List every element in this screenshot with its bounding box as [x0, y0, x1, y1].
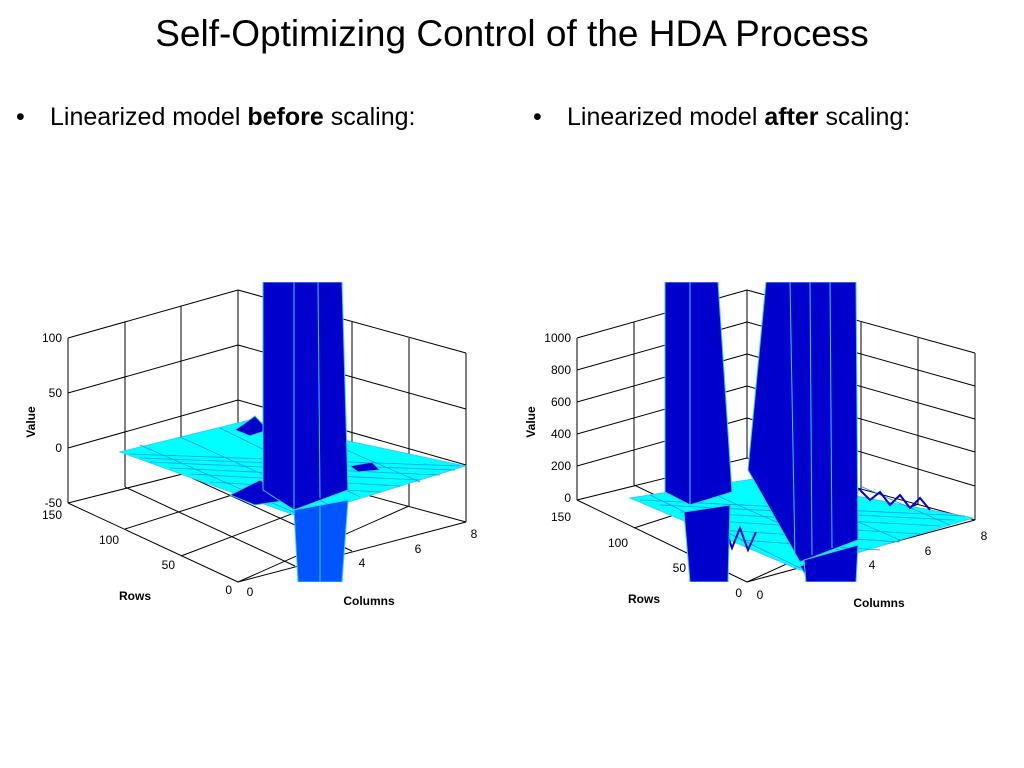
y-tick-labels: 150 100 50 0 [42, 508, 232, 597]
x-tick: 4 [869, 558, 876, 572]
bullet-dot: • [533, 103, 542, 131]
bullet-text: Linearized model [50, 103, 248, 131]
surface-mesh [628, 282, 974, 582]
z-tick: -50 [45, 496, 63, 510]
bullet-before-scaling: • Linearized model before scaling: [16, 101, 415, 133]
bullet-text: Linearized model [567, 103, 765, 131]
y-tick: 150 [551, 510, 571, 524]
z-tick: 0 [564, 491, 571, 505]
y-tick: 50 [673, 561, 687, 575]
y-tick: 150 [42, 508, 62, 522]
y-tick: 50 [162, 558, 176, 572]
y-tick: 100 [99, 533, 119, 547]
y-tick: 100 [608, 536, 628, 550]
slide-title: Self-Optimizing Control of the HDA Proce… [155, 13, 869, 54]
bullet-emphasis: before [247, 103, 324, 131]
z-axis-label: Value [524, 406, 538, 438]
x-tick-labels: 0 4 6 8 [757, 529, 988, 602]
z-tick: 600 [551, 395, 571, 409]
z-tick-labels: 100 50 0 -50 [42, 331, 62, 510]
z-tick: 0 [55, 441, 62, 455]
z-tick: 200 [551, 459, 571, 473]
x-tick-labels: 0 4 6 8 [247, 527, 478, 599]
z-tick: 800 [551, 363, 571, 377]
y-axis-label: Rows [119, 589, 151, 603]
bullet-after-scaling: • Linearized model after scaling: [533, 101, 910, 133]
bullet-emphasis: after [764, 103, 819, 131]
bullet-text-suffix: scaling: [323, 103, 416, 131]
z-tick: 400 [551, 427, 571, 441]
x-tick: 6 [415, 542, 422, 556]
x-tick: 8 [981, 529, 988, 543]
y-tick-labels: 150 100 50 0 [551, 510, 742, 600]
axes-frame [67, 289, 467, 583]
z-tick-labels: 1000 800 600 400 200 0 [544, 331, 571, 505]
x-axis-label: Columns [343, 594, 395, 608]
x-tick: 4 [359, 556, 366, 570]
x-tick: 0 [757, 588, 764, 602]
bullet-dot: • [16, 103, 25, 131]
y-axis-label: Rows [628, 592, 660, 606]
surface-mesh [118, 282, 467, 582]
x-tick: 6 [925, 544, 932, 558]
z-tick: 1000 [544, 331, 571, 345]
z-axis-label: Value [24, 406, 38, 438]
y-tick: 0 [225, 583, 232, 597]
z-tick: 50 [49, 386, 63, 400]
z-tick: 100 [42, 331, 62, 345]
bullet-text-suffix: scaling: [818, 103, 911, 131]
x-tick: 8 [471, 527, 478, 541]
x-tick: 0 [247, 585, 254, 599]
y-tick: 0 [735, 586, 742, 600]
x-axis-label: Columns [853, 596, 905, 610]
